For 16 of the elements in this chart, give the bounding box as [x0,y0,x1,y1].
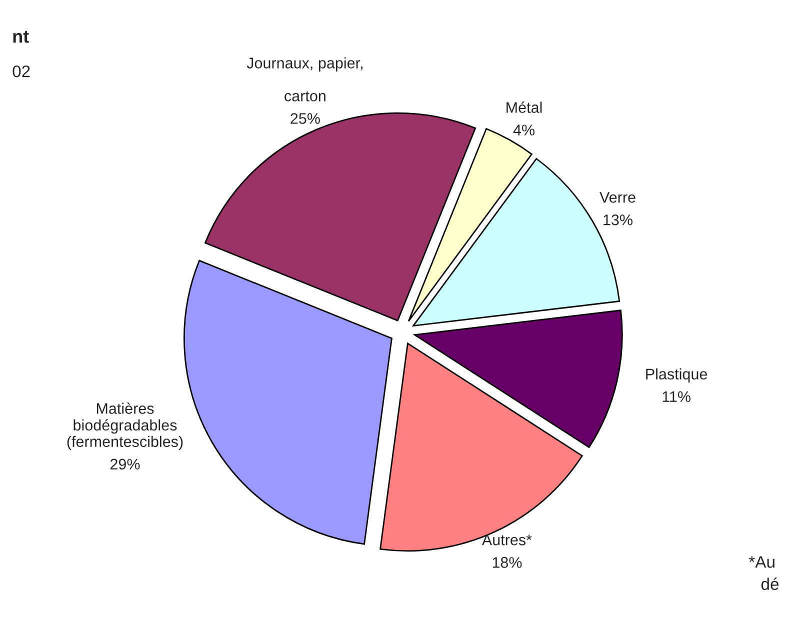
category-label: Journaux, papier, carton [246,57,362,102]
text: 02 [12,65,30,78]
text: nt [13,30,29,43]
slice-label: Autres* [482,534,532,546]
data-label: 13% [604,214,632,226]
data-label: 4% [513,124,534,136]
text: *Au [748,556,774,568]
data-label: 11% [662,391,690,402]
slice-label: Plastique [646,368,708,383]
data-label: 29% [110,458,140,470]
data-label: 25% [290,113,320,124]
slice-label: Verre [600,192,636,203]
text: dé [761,578,779,590]
slice-label: Métal [506,102,542,113]
slice-label: Matières biodégradables (fermentescibles) [67,402,183,450]
data-label: 18% [492,557,522,568]
